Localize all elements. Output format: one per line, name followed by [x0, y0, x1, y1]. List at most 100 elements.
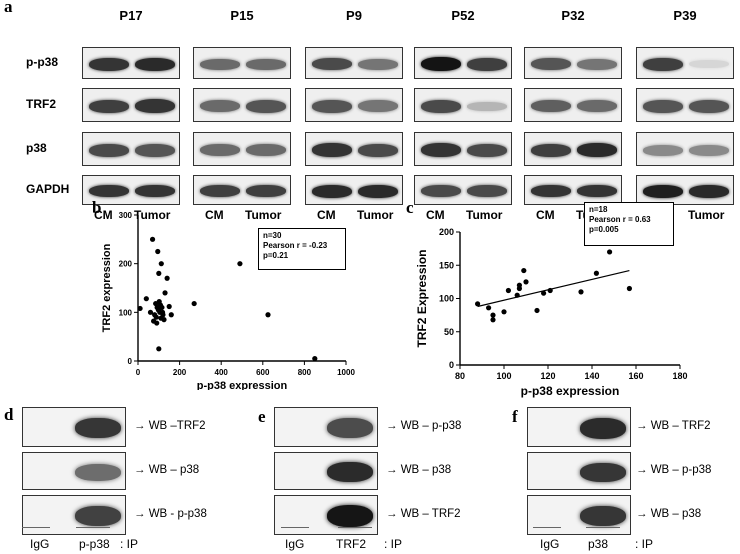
band-cm	[421, 143, 461, 157]
band-tumor	[689, 60, 729, 68]
y-tick-label: 300	[119, 211, 133, 220]
data-point	[154, 320, 160, 326]
band-tumor	[246, 185, 286, 197]
patient-label-p52: P52	[451, 8, 475, 23]
stats-n: n=30	[263, 231, 282, 240]
x-tick-label: 0	[136, 368, 141, 377]
blot-p-p38-p39	[636, 47, 734, 79]
x-tick-label: 800	[298, 368, 312, 377]
band-cm	[643, 185, 683, 198]
band-cm	[89, 58, 129, 71]
data-point	[137, 305, 143, 312]
panel-b-label: b	[92, 198, 102, 217]
lane-label-cm: CM	[426, 208, 445, 222]
wb-label: → WB - p-p38	[134, 508, 207, 520]
band-ip	[580, 418, 626, 439]
x-tick-label: 140	[584, 371, 599, 381]
lane-label-ip: p38	[588, 537, 609, 551]
ip-blot-d-1	[22, 407, 126, 447]
wb-label: → WB – p-p38	[636, 464, 712, 476]
band-ip	[75, 418, 121, 438]
blot-gapdh-p39	[636, 175, 734, 205]
band-tumor	[689, 185, 729, 198]
blot-p38-p15	[193, 132, 291, 166]
data-point	[153, 314, 159, 320]
lane-label-igg: IgG	[540, 537, 560, 551]
y-tick-label: 200	[439, 227, 454, 237]
blot-gapdh-p9	[305, 175, 403, 205]
stats-p: p=0.005	[589, 225, 619, 234]
y-tick-label: 0	[449, 360, 454, 370]
y-tick-label: 50	[444, 327, 454, 337]
band-cm	[200, 100, 240, 112]
blot-p-p38-p15	[193, 47, 291, 79]
row-label-trf2: TRF2	[26, 97, 56, 111]
lane-label-cm: CM	[317, 208, 336, 222]
data-point	[237, 261, 243, 267]
band-cm	[531, 144, 571, 157]
y-tick-label: 200	[119, 260, 133, 269]
lane-label-igg: IgG	[285, 537, 305, 551]
band-cm	[643, 58, 683, 71]
scatter-chart-c: 80 100 120 140 160 180 0 50 100 150 200 p-p38 expre…	[415, 227, 688, 398]
band-tumor	[246, 100, 286, 113]
band-ip	[580, 506, 626, 526]
data-point	[147, 309, 154, 315]
x-tick-label: 120	[540, 371, 555, 381]
x-tick-label: 1000	[337, 368, 355, 377]
trend-line	[477, 269, 630, 308]
lane-label-tumor: Tumor	[134, 208, 171, 222]
data-point	[490, 312, 496, 318]
blot-p38-p9	[305, 132, 403, 166]
blot-trf2-p52	[414, 88, 512, 122]
band-tumor	[467, 144, 507, 157]
band-ip	[75, 464, 121, 481]
data-point	[475, 301, 481, 307]
band-tumor	[246, 59, 286, 70]
lane-underline	[281, 527, 309, 528]
ip-blot-e-1	[274, 407, 378, 447]
lane-label-cm: CM	[94, 208, 113, 222]
stats-pearson: Pearson r = 0.63	[589, 215, 651, 224]
ip-blot-d-2	[22, 452, 126, 490]
data-point	[160, 312, 166, 318]
wb-label: → WB – p-p38	[386, 420, 462, 432]
band-cm	[421, 100, 461, 113]
ip-label: : IP	[384, 537, 403, 551]
data-point	[156, 270, 162, 276]
wb-label: → WB – p38	[386, 464, 452, 476]
band-cm	[312, 143, 352, 157]
lane-underline	[22, 527, 50, 528]
stats-n: n=18	[589, 205, 608, 214]
lane-label-tumor: Tumor	[245, 208, 282, 222]
patient-label-p9: P9	[346, 8, 362, 23]
blot-p38-p39	[636, 132, 734, 166]
lane-label-tumor: Tumor	[357, 208, 394, 222]
lane-label-cm: CM	[536, 208, 555, 222]
x-axis-label: p-p38 expression	[521, 384, 620, 398]
blot-gapdh-p52	[414, 175, 512, 205]
x-tick-label: 100	[496, 371, 511, 381]
band-cm	[89, 144, 129, 157]
blot-trf2-p32	[524, 88, 622, 122]
band-tumor	[467, 58, 507, 71]
blot-trf2-p15	[193, 88, 291, 122]
blot-p-p38-p17	[82, 47, 180, 79]
data-point	[523, 279, 529, 285]
blot-trf2-p9	[305, 88, 403, 122]
band-tumor	[135, 185, 175, 197]
data-point	[490, 317, 496, 323]
band-cm	[89, 100, 129, 113]
lane-label-tumor: Tumor	[466, 208, 503, 222]
y-axis-label: TRF2 expression	[101, 243, 113, 332]
band-cm	[531, 58, 571, 70]
wb-label: → WB – TRF2	[636, 420, 711, 432]
band-tumor	[577, 100, 617, 112]
x-axis-label: p-p38 expression	[197, 380, 288, 390]
band-ip	[327, 462, 373, 482]
blot-p-p38-p9	[305, 47, 403, 79]
data-point	[486, 305, 492, 311]
band-tumor	[135, 58, 175, 71]
band-tumor	[577, 143, 617, 157]
band-cm	[643, 145, 683, 156]
